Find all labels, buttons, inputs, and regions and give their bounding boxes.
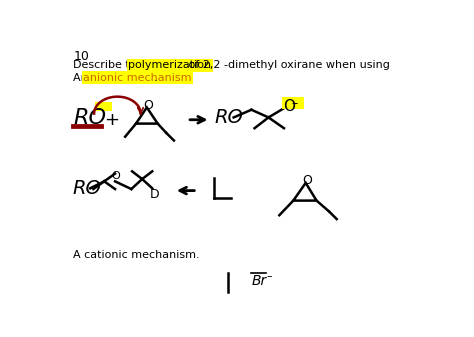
Text: Describe the: Describe the [73,60,147,70]
Text: RO: RO [214,108,243,127]
Text: .: . [154,73,157,83]
Text: RO: RO [73,179,101,198]
Text: RO: RO [73,108,106,128]
Text: Br: Br [251,274,267,288]
Text: D: D [150,188,160,201]
Text: –: – [267,271,273,281]
FancyBboxPatch shape [283,97,304,109]
Text: polymerization: polymerization [128,60,211,70]
Text: 10: 10 [73,50,89,63]
Text: +: + [104,111,119,129]
Text: O: O [302,174,312,187]
Text: of 2,2 -dimethyl oxirane when using: of 2,2 -dimethyl oxirane when using [185,60,390,70]
Text: O: O [143,99,153,112]
Text: O: O [283,99,295,114]
Text: A cationic mechanism.: A cationic mechanism. [73,250,200,260]
Text: –: – [96,103,102,116]
Text: O: O [111,171,120,181]
Text: An: An [73,73,91,83]
Text: anionic mechanism: anionic mechanism [83,73,192,83]
FancyBboxPatch shape [95,102,112,111]
Text: –: – [292,97,298,110]
